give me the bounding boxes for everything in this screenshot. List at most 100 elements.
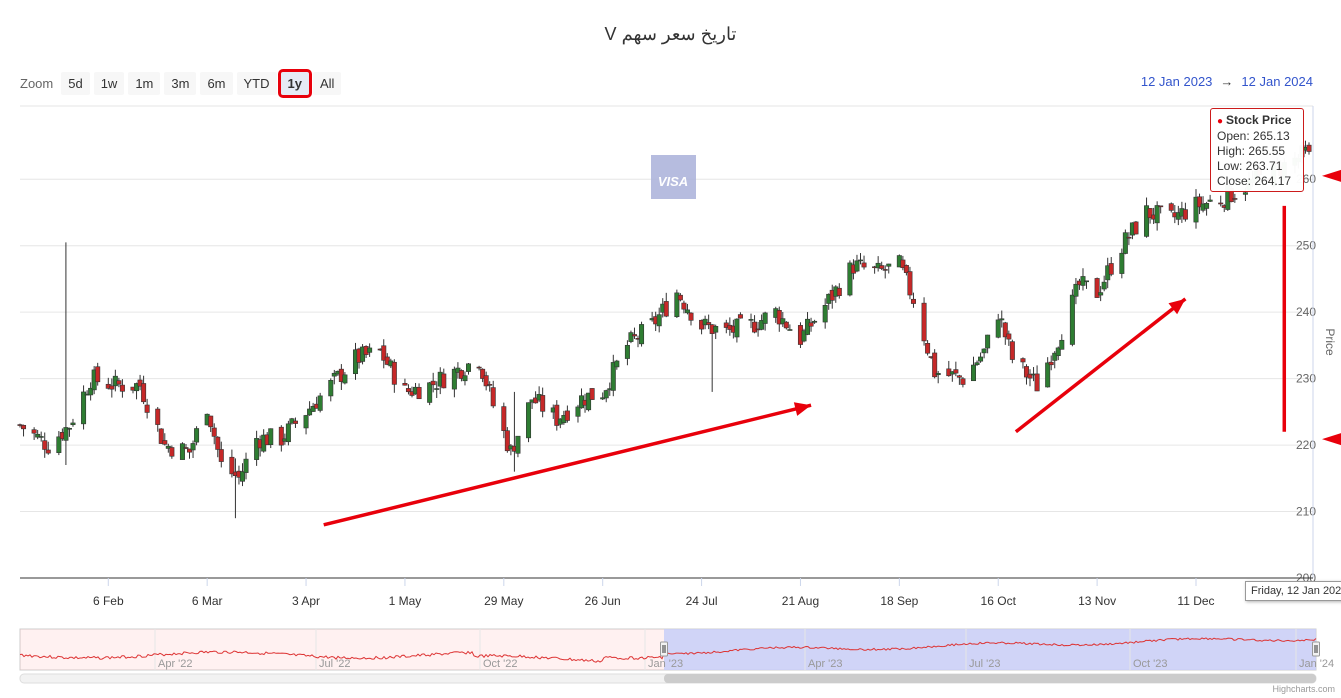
candle-up (331, 372, 337, 377)
candle-down (416, 387, 422, 400)
candle-down (476, 366, 482, 369)
range-to-input[interactable]: 12 Jan 2024 (1241, 74, 1313, 89)
candle-up (63, 427, 69, 441)
candle-up (674, 292, 680, 318)
navigator-tick-label: Oct '23 (1133, 658, 1168, 670)
annotation-arrow-head (793, 402, 812, 416)
candle-up (886, 263, 892, 267)
candle-down (960, 378, 966, 385)
candle-up (1098, 292, 1104, 296)
annotation-arrow-shaft (323, 403, 812, 527)
candle-down (381, 345, 387, 361)
x-tick-label: 6 Feb (93, 594, 124, 608)
zoom-all-button[interactable]: All (312, 71, 342, 95)
candle-down (109, 385, 115, 390)
candle-up (1052, 352, 1058, 361)
y-tick-label: 250 (1296, 239, 1316, 253)
zoom-1m-button[interactable]: 1m (128, 71, 161, 95)
annotation-arrow-head (1168, 298, 1186, 315)
candle-down (45, 449, 51, 454)
annotation-arrow-shaft (1014, 297, 1187, 434)
candle-up (307, 408, 313, 416)
candle-down (953, 369, 959, 374)
candle-down (663, 301, 669, 317)
candle-down (882, 269, 888, 271)
zoom-6m-button[interactable]: 6m (200, 71, 233, 95)
candle-up (342, 374, 348, 384)
candle-down (932, 352, 938, 378)
candle-down (776, 310, 782, 325)
candle-down (183, 447, 189, 449)
candle-up (995, 319, 1001, 338)
candle-down (187, 448, 193, 453)
candle-down (783, 321, 789, 329)
candle-down (215, 436, 221, 450)
tooltip-series-name: Stock Price (1226, 113, 1292, 127)
zoom-bar: Zoom 5d 1w 1m 3m 6m YTD 1y All (20, 68, 342, 98)
candle-down (483, 375, 489, 387)
zoom-3m-button[interactable]: 3m (164, 71, 197, 95)
candle-down (677, 294, 683, 301)
candle-down (458, 370, 464, 379)
navigator-handle (1312, 641, 1320, 657)
candle-down (42, 440, 48, 450)
candle-up (1154, 205, 1160, 224)
tooltip-low: Low: 263.71 (1217, 159, 1283, 173)
candle-down (589, 388, 595, 400)
candle-up (1207, 199, 1213, 202)
candle-up (586, 392, 592, 411)
credits-link[interactable]: Highcharts.com (1272, 684, 1335, 694)
visa-logo: VISA (651, 155, 696, 199)
zoom-5d-button[interactable]: 5d (61, 71, 90, 95)
candle-down (1218, 202, 1224, 205)
zoom-1y-button[interactable]: 1y (277, 68, 313, 98)
candle-up (427, 382, 433, 403)
candle-down (218, 449, 224, 462)
candle-up (759, 320, 765, 330)
candle-down (1232, 198, 1238, 200)
candle-up (1069, 294, 1075, 345)
zoom-1w-button[interactable]: 1w (93, 71, 125, 95)
candle-up (462, 375, 468, 382)
candle-up (179, 443, 185, 460)
tooltip-title: ● Stock Price (1217, 113, 1297, 129)
candle-down (1306, 144, 1312, 152)
candle-down (1020, 358, 1026, 363)
candle-up (575, 406, 581, 417)
candle-up (466, 363, 472, 372)
candle-up (603, 390, 609, 399)
candle-down (158, 428, 164, 444)
candle-up (328, 380, 334, 397)
candle-up (38, 436, 44, 438)
candles-layer (17, 140, 1312, 519)
candle-down (278, 426, 284, 446)
range-arrow-icon: → (1220, 74, 1234, 89)
candle-up (134, 383, 140, 392)
candle-up (762, 312, 768, 324)
y-axis-title: Price (1323, 328, 1337, 356)
zoom-ytd-button[interactable]: YTD (236, 71, 277, 95)
y-tick-label: 210 (1296, 505, 1316, 519)
candle-down (752, 321, 758, 333)
candle-down (480, 368, 486, 379)
candle-up (1101, 281, 1107, 290)
candle-up (66, 427, 72, 430)
candle-up (656, 314, 662, 327)
candle-down (925, 342, 931, 354)
candle-down (211, 427, 217, 437)
candle-up (81, 391, 87, 425)
candle-down (155, 408, 161, 425)
candle-down (1094, 278, 1100, 298)
x-tick-label: 6 Mar (192, 594, 223, 608)
candle-up (310, 405, 316, 412)
candle-up (1144, 205, 1150, 237)
candle-down (879, 265, 885, 269)
range-from-input[interactable]: 12 Jan 2023 (1140, 74, 1213, 89)
candle-up (317, 395, 323, 411)
candle-up (639, 324, 645, 345)
candle-up (1073, 283, 1079, 297)
navigator-selected-area (664, 629, 1316, 670)
navigator: Apr '22 Jul '22 Oct '22 Jan '23 Apr '23 Jul '… (19, 628, 1334, 684)
navigator-handle (660, 641, 668, 657)
